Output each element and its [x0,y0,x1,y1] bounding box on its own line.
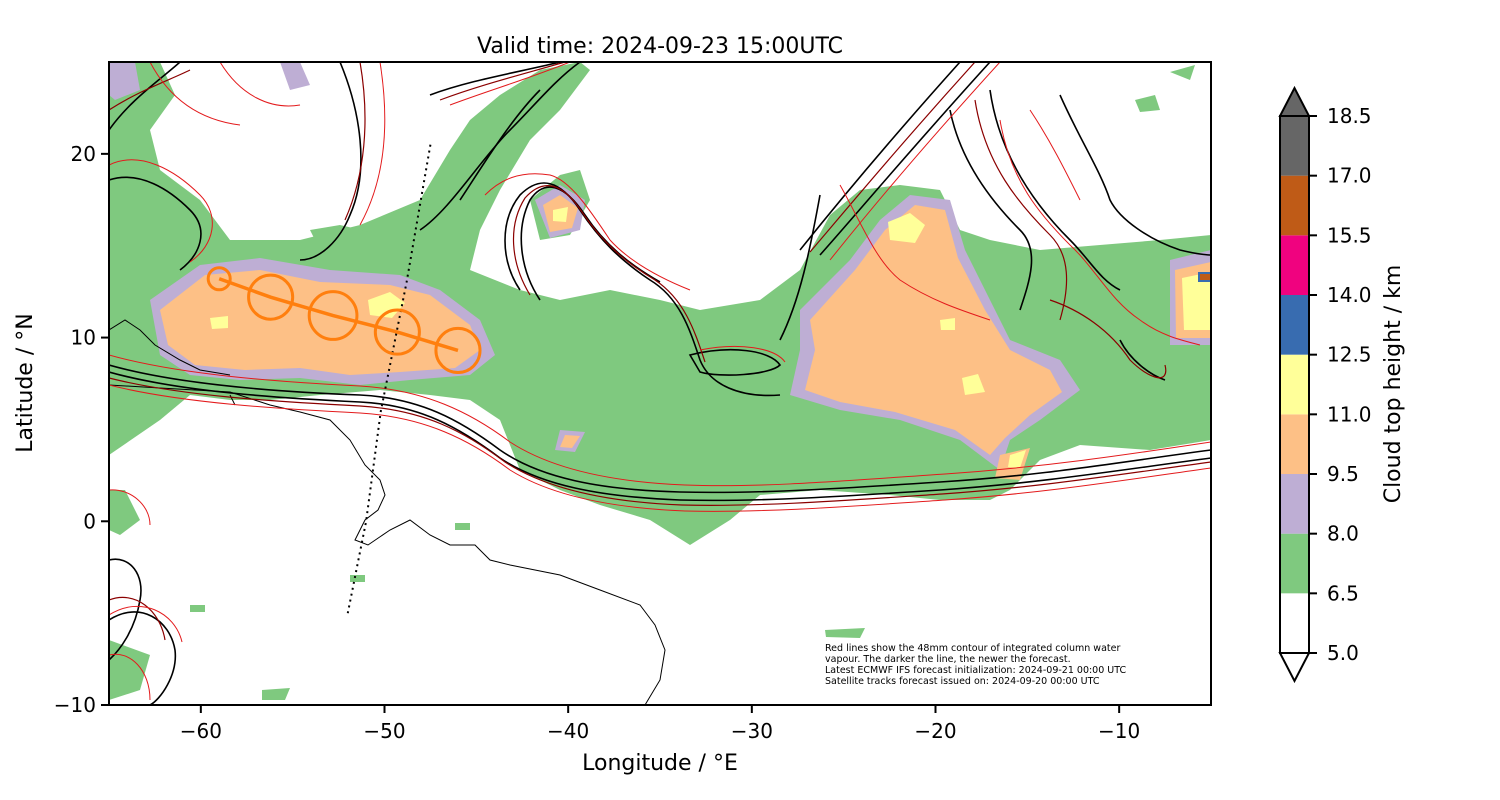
recent-forecast-contours [109,62,1211,641]
colorbar-tick-label: 17.0 [1327,164,1372,188]
y-tick-label: 0 [83,509,96,533]
map-title: Valid time: 2024-09-23 15:00UTC [477,34,843,59]
x-axis-ticks: −60 −50 −40 −30 −20 −10 [180,705,1140,743]
x-tick-label: −40 [547,719,589,743]
colorbar: 5.0 6.5 8.0 9.5 11.0 12.5 14.0 15.5 17.0 18.5 [1278,85,1372,684]
colorbar-segment [1280,593,1309,653]
x-tick-label: −10 [1098,719,1140,743]
satellite-track-circle [247,273,295,321]
older-forecast-contours [109,62,1211,701]
note-line-3: Latest ECMWF IFS forecast initialization… [825,665,1126,676]
y-axis-ticks: −10 0 10 20 [54,142,109,717]
colorbar-extend-top [1278,85,1311,117]
colorbar-segment [1280,414,1309,474]
latest-forecast-contours [109,62,1211,705]
colorbar-segment [1280,175,1309,236]
note-line-2: vapour. The darker the line, the newer t… [825,654,1071,665]
y-axis-label: Latitude / °N [13,313,38,452]
plot-frame [108,61,1212,706]
colorbar-tick-label: 11.0 [1327,402,1372,426]
colorbar-tick-label: 18.5 [1327,104,1372,128]
colorbar-segment [1280,533,1309,594]
colorbar-tick-label: 9.5 [1327,462,1359,486]
x-tick-label: −60 [180,719,222,743]
colorbar-segment [1280,295,1309,355]
colorbar-segment [1280,235,1309,295]
satellite-track-circle [434,326,482,374]
x-tick-label: −30 [731,719,773,743]
note-line-4: Satellite tracks forecast issued on: 202… [825,676,1100,687]
satellite-track-forecast [206,266,482,374]
colorbar-tick-label: 14.0 [1327,283,1372,307]
colorbar-tick-label: 8.0 [1327,522,1359,546]
colorbar-tick-label: 6.5 [1327,581,1359,605]
colorbar-extend-bottom [1278,652,1311,684]
colorbar-label: Cloud top height / km [1381,265,1406,504]
map-area [109,62,1211,705]
satellite-track-circle [206,266,232,292]
forecast-note: Red lines show the 48mm contour of integ… [825,643,1126,687]
colorbar-tick-label: 12.5 [1327,343,1372,367]
colorbar-segment [1280,474,1309,534]
colorbar-tick-label: 5.0 [1327,641,1359,665]
y-tick-label: 10 [71,326,96,350]
satellite-ground-track [346,144,432,614]
y-tick-label: −10 [54,693,96,717]
x-tick-label: −20 [914,719,956,743]
note-line-1: Red lines show the 48mm contour of integ… [825,643,1120,654]
satellite-track-circle [307,290,359,341]
satellite-track-circle [373,308,421,356]
colorbar-segment [1280,116,1309,176]
y-tick-label: 20 [71,142,96,166]
x-tick-label: −50 [363,719,405,743]
cloud-top-height-field [109,62,1211,700]
colorbar-tick-label: 15.5 [1327,223,1372,247]
x-axis-label: Longitude / °E [582,751,738,776]
colorbar-segment [1280,354,1309,415]
colorbar-frame [1279,115,1310,654]
